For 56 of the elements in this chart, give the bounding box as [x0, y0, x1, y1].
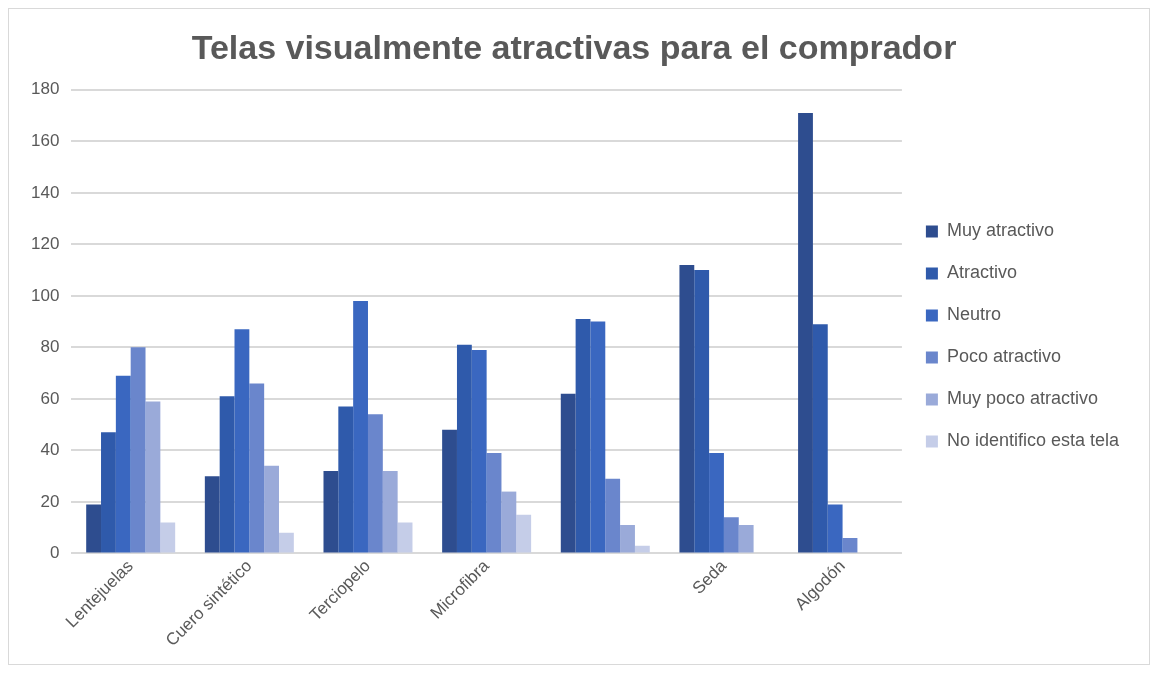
bar	[842, 537, 858, 553]
bar	[709, 452, 724, 553]
bar	[605, 478, 621, 553]
bar	[160, 522, 176, 553]
bar	[204, 476, 220, 553]
legend-label: Muy poco atractivo	[946, 388, 1098, 409]
y-tick-label: 40	[40, 440, 60, 460]
bar	[442, 429, 457, 553]
legend-label: Neutro	[946, 304, 1001, 325]
y-tick-label: 100	[30, 285, 60, 305]
bar	[456, 344, 472, 553]
bar	[249, 383, 265, 553]
bar	[575, 319, 591, 553]
legend-label: Atractivo	[946, 262, 1017, 283]
bar	[620, 525, 635, 553]
y-tick-label: 180	[30, 79, 60, 99]
y-tick-label: 140	[30, 182, 60, 202]
bar	[397, 522, 413, 553]
bar	[738, 525, 754, 553]
bar	[115, 375, 131, 553]
bar	[338, 406, 354, 553]
bar	[130, 347, 146, 553]
bar	[101, 432, 116, 553]
bar	[145, 401, 161, 553]
y-tick-label: 80	[40, 337, 60, 357]
y-tick-label: 20	[40, 491, 60, 511]
bar	[694, 270, 710, 553]
bar	[560, 393, 576, 553]
bar	[679, 264, 695, 553]
y-tick-label: 60	[40, 388, 60, 408]
bar	[634, 545, 650, 553]
bar	[234, 329, 250, 553]
bar	[86, 504, 102, 553]
bar	[382, 470, 398, 553]
bar	[827, 504, 843, 553]
bar	[486, 452, 502, 553]
y-tick-label: 0	[49, 543, 60, 563]
chart-title: Telas visualmente atractivas para el comprador	[191, 27, 957, 66]
bar	[501, 491, 517, 553]
bar	[471, 349, 487, 553]
bar	[219, 396, 235, 553]
bar	[812, 324, 828, 553]
bar	[723, 517, 739, 553]
bar	[264, 465, 279, 553]
bar	[798, 112, 813, 553]
legend-label: No identifico esta tela	[946, 430, 1120, 451]
y-tick-label: 160	[30, 131, 60, 150]
bar	[367, 414, 383, 553]
legend-label: Poco atractivo	[946, 346, 1061, 367]
legend-label: Muy atractivo	[946, 220, 1054, 241]
bar	[353, 300, 368, 553]
y-tick-label: 120	[30, 234, 60, 254]
bar	[279, 532, 294, 553]
bar	[323, 470, 339, 553]
bar	[590, 321, 606, 553]
bar	[516, 514, 532, 553]
